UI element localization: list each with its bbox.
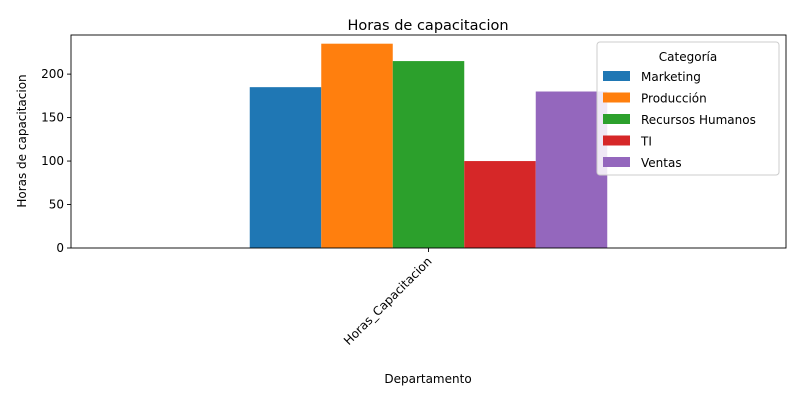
y-axis-label: Horas de capacitacion (15, 74, 29, 207)
x-axis: Horas_Capacitacion (341, 248, 435, 348)
bar-ti (464, 161, 536, 248)
legend-label-marketing: Marketing (641, 70, 701, 84)
legend-title: Categoría (659, 50, 717, 64)
chart-title: Horas de capacitacion (347, 18, 508, 34)
x-axis-label: Departamento (384, 372, 471, 386)
legend-swatch-recursos-humanos (603, 114, 630, 124)
legend-label-produccion: Producción (641, 92, 707, 106)
legend-label-ventas: Ventas (641, 156, 682, 170)
legend-label-ti: TI (640, 135, 652, 149)
legend-label-recursos-humanos: Recursos Humanos (641, 113, 756, 127)
y-tick-label: 100 (41, 154, 64, 168)
bar-recursos-humanos (392, 61, 465, 248)
bar-ventas (535, 91, 608, 249)
y-tick-label: 150 (41, 111, 64, 125)
y-tick-label: 50 (49, 198, 64, 212)
legend-swatch-marketing (603, 71, 630, 81)
legend: Categoría Marketing Producción Recursos Hu… (596, 41, 780, 176)
legend-swatch-ti (603, 135, 630, 146)
y-tick-label: 0 (56, 241, 64, 255)
bar-marketing (249, 87, 322, 248)
bars-group (249, 43, 608, 249)
y-tick-label: 200 (41, 67, 64, 81)
y-axis: 0 50 100 150 200 (41, 67, 71, 255)
legend-swatch-produccion (603, 92, 630, 103)
legend-swatch-ventas (603, 157, 630, 167)
bar-produccion (321, 43, 393, 248)
legend-box (596, 41, 780, 176)
x-tick-label: Horas_Capacitacion (341, 254, 435, 348)
